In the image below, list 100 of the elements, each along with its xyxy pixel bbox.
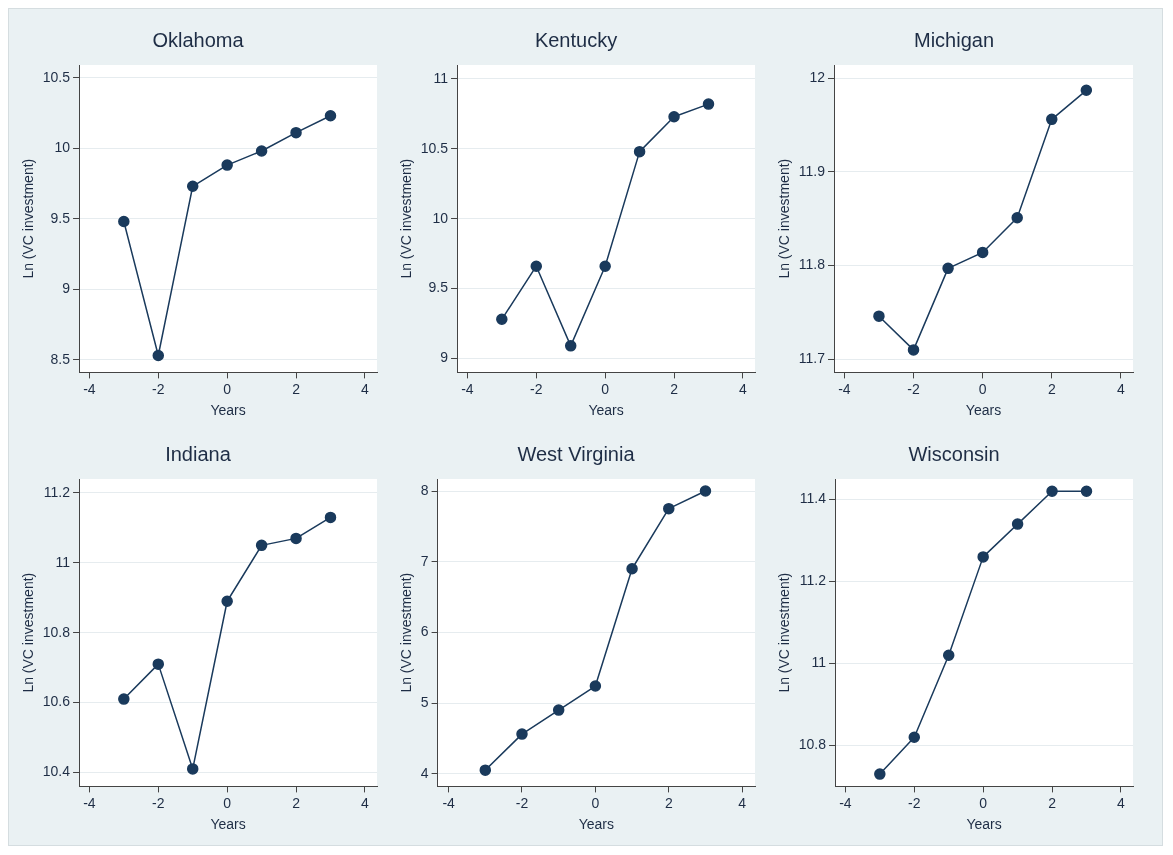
x-tick-label: 2 bbox=[292, 380, 301, 397]
x-tick-label: 0 bbox=[978, 380, 987, 397]
point bbox=[1011, 212, 1023, 224]
y-axis-title: Ln (VC investment) bbox=[776, 158, 793, 279]
y-tick-label: 10 bbox=[54, 139, 71, 156]
x-tick-label: 4 bbox=[1117, 380, 1125, 397]
y-tick-label: 12 bbox=[809, 68, 826, 85]
y-tick-label: 9 bbox=[440, 349, 449, 366]
chart-title: Michigan bbox=[913, 28, 995, 51]
x-tick-label: -4 bbox=[83, 380, 96, 397]
y-tick-label: 11.2 bbox=[799, 572, 827, 589]
point bbox=[668, 110, 680, 123]
point bbox=[942, 649, 955, 661]
point bbox=[873, 310, 885, 322]
x-axis-title: Years bbox=[966, 816, 1002, 833]
x-tick-label: 4 bbox=[361, 794, 370, 811]
y-tick-label: 11 bbox=[811, 654, 827, 671]
point bbox=[633, 145, 646, 158]
x-tick-label: 2 bbox=[292, 794, 301, 811]
y-tick-label: 9 bbox=[62, 280, 71, 297]
x-tick-label: -2 bbox=[530, 380, 543, 397]
chart-title: Indiana bbox=[165, 442, 232, 465]
point bbox=[1011, 518, 1024, 530]
y-tick-label: 11.7 bbox=[798, 350, 826, 367]
x-tick-label: 0 bbox=[223, 380, 232, 397]
x-tick-label: 0 bbox=[223, 794, 232, 811]
y-tick-label: 11.2 bbox=[43, 483, 71, 500]
point bbox=[290, 532, 302, 545]
y-tick-label: 10 bbox=[432, 209, 449, 226]
point bbox=[221, 595, 233, 608]
point bbox=[977, 551, 989, 563]
point bbox=[589, 680, 602, 692]
point bbox=[663, 502, 675, 515]
point bbox=[186, 763, 199, 775]
y-tick-label: 10.8 bbox=[42, 623, 71, 640]
point bbox=[496, 313, 508, 326]
point bbox=[290, 126, 302, 139]
point bbox=[221, 159, 233, 171]
point bbox=[699, 485, 712, 497]
y-axis-title: Ln (VC investment) bbox=[776, 572, 793, 693]
x-axis-title: Years bbox=[210, 402, 246, 419]
x-tick-label: -2 bbox=[908, 794, 921, 811]
x-tick-label: 2 bbox=[1047, 380, 1056, 397]
x-axis-title: Years bbox=[210, 816, 246, 833]
y-tick-label: 10.8 bbox=[798, 736, 827, 753]
y-tick-label: 7 bbox=[420, 552, 429, 569]
y-tick-label: 11.9 bbox=[798, 162, 826, 179]
point bbox=[874, 768, 886, 780]
y-tick-label: 11.8 bbox=[798, 256, 826, 273]
y-tick-label: 10.5 bbox=[420, 139, 449, 156]
y-tick-label: 6 bbox=[420, 623, 429, 640]
y-tick-label: 4 bbox=[420, 764, 429, 781]
x-tick-label: -2 bbox=[152, 380, 165, 397]
y-tick-label: 5 bbox=[420, 693, 429, 710]
y-tick-label: 11.4 bbox=[799, 490, 827, 507]
chart-title: Oklahoma bbox=[152, 28, 245, 51]
x-tick-label: -2 bbox=[515, 794, 529, 811]
y-tick-label: 10.4 bbox=[42, 763, 71, 780]
x-axis-title: Years bbox=[588, 402, 624, 419]
y-tick-label: 8 bbox=[420, 481, 429, 498]
y-axis-title: Ln (VC investment) bbox=[20, 158, 37, 279]
x-tick-label: 4 bbox=[361, 380, 370, 397]
x-tick-label: -2 bbox=[907, 380, 920, 397]
chart-title: Wisconsin bbox=[908, 442, 1000, 465]
point bbox=[530, 260, 543, 272]
y-axis-title: Ln (VC investment) bbox=[398, 572, 415, 693]
point bbox=[118, 693, 130, 705]
x-tick-label: -2 bbox=[152, 794, 165, 811]
point bbox=[1080, 84, 1093, 97]
x-tick-label: 0 bbox=[979, 794, 988, 811]
x-tick-label: -4 bbox=[83, 794, 96, 811]
point bbox=[626, 563, 638, 575]
point bbox=[255, 145, 268, 157]
x-tick-label: 4 bbox=[738, 794, 747, 811]
x-tick-label: -4 bbox=[461, 380, 474, 397]
x-tick-label: 2 bbox=[664, 794, 673, 811]
x-tick-label: 2 bbox=[670, 380, 679, 397]
chart-title: West Virginia bbox=[517, 442, 636, 465]
point bbox=[942, 262, 954, 275]
y-tick-label: 9.5 bbox=[50, 209, 71, 226]
y-tick-label: 10.5 bbox=[42, 68, 71, 85]
point bbox=[599, 260, 611, 272]
point bbox=[1046, 485, 1058, 498]
y-tick-label: 11 bbox=[433, 69, 449, 86]
x-tick-label: 4 bbox=[739, 380, 748, 397]
point bbox=[908, 731, 921, 743]
chart-title: Kentucky bbox=[534, 28, 618, 51]
point bbox=[152, 349, 165, 362]
y-tick-label: 9.5 bbox=[428, 279, 449, 296]
point bbox=[479, 764, 492, 776]
point bbox=[1046, 113, 1058, 126]
point bbox=[118, 215, 130, 228]
x-axis-title: Years bbox=[965, 402, 1002, 419]
y-tick-label: 8.5 bbox=[50, 350, 71, 367]
point bbox=[324, 511, 337, 524]
point bbox=[516, 728, 528, 740]
point bbox=[907, 344, 920, 356]
point bbox=[552, 704, 565, 716]
x-tick-label: 0 bbox=[591, 794, 600, 811]
x-tick-label: -4 bbox=[442, 794, 456, 811]
